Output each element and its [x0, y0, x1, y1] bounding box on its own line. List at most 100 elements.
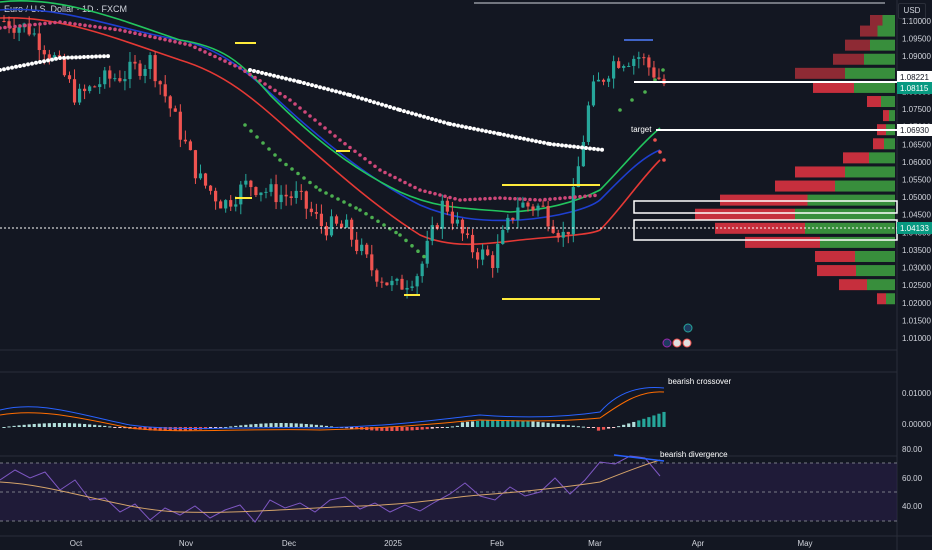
- macd-bar: [415, 427, 419, 431]
- sma-dot: [460, 124, 464, 129]
- macd-bar: [642, 418, 646, 427]
- candle: [647, 54, 651, 76]
- candle-body: [546, 205, 550, 227]
- macd-bar: [516, 420, 520, 427]
- macd-bar: [637, 420, 641, 427]
- candle-body: [148, 55, 152, 69]
- candle: [465, 226, 470, 239]
- sar-dot: [28, 23, 32, 27]
- price-tick-label: 1.10000: [902, 17, 931, 26]
- currency-label[interactable]: USD: [898, 3, 926, 19]
- candle-body: [632, 58, 636, 66]
- candle-body: [62, 57, 67, 76]
- sar-dot: [63, 20, 67, 25]
- price-tick-label: 1.03000: [902, 264, 931, 273]
- ema-blue-line: [0, 8, 661, 222]
- macd-bar: [501, 420, 505, 427]
- sar-dot: [658, 150, 662, 154]
- sar-dot: [228, 61, 232, 66]
- volume-profile-bar-down: [817, 265, 856, 277]
- sar-dot: [23, 23, 27, 28]
- macd-bar: [395, 427, 399, 431]
- candle: [138, 60, 142, 80]
- volume-profile-bar-down: [813, 81, 854, 93]
- sma-dot: [572, 144, 576, 149]
- annotation-bearish-crossover: bearish crossover: [668, 377, 731, 386]
- chart-header[interactable]: Euro / U.S. Dollar · 1D · FXCM: [4, 4, 128, 14]
- macd-bar: [314, 424, 318, 427]
- macd-bar: [390, 427, 394, 431]
- sar-dot: [588, 194, 592, 198]
- candle: [224, 199, 228, 213]
- candle-body: [47, 54, 51, 59]
- sma-dot: [86, 54, 90, 59]
- volume-profile-bar-up: [886, 293, 895, 305]
- sar-dot: [363, 156, 367, 161]
- sar-dot: [314, 185, 318, 189]
- sar-dot: [248, 72, 252, 77]
- macd-bar: [435, 427, 439, 429]
- sar-dot: [308, 180, 312, 185]
- macd-bar: [486, 420, 490, 427]
- sar-dot: [410, 244, 414, 248]
- sma-dot: [14, 64, 18, 69]
- candle-body: [339, 223, 344, 228]
- candle-body: [2, 21, 6, 22]
- sar-dot: [108, 26, 112, 31]
- candle: [581, 135, 585, 167]
- candle-body: [612, 61, 616, 79]
- volume-profile-bar-up: [882, 15, 895, 26]
- sma-dot: [392, 106, 396, 111]
- sar-dot: [103, 26, 107, 30]
- candle: [551, 219, 555, 234]
- sma-dot: [472, 126, 476, 131]
- sar-dot: [423, 189, 427, 194]
- sar-dot: [343, 141, 347, 146]
- candle-body: [304, 191, 308, 209]
- price-tick-label: 1.03500: [902, 246, 931, 255]
- rsi-axis: 80.00 60.00 40.00: [902, 445, 923, 511]
- volume-profile-bar-down: [873, 138, 884, 150]
- volume-profile-bar-down: [877, 293, 886, 305]
- candle: [435, 222, 439, 231]
- candle: [516, 197, 520, 229]
- sar-dot: [398, 178, 402, 182]
- macd-bar: [475, 420, 480, 427]
- macd-bar: [98, 425, 102, 427]
- price-tick-label: 1.09500: [902, 35, 931, 44]
- sar-dot: [113, 27, 117, 32]
- volume-profile-bar-down: [867, 96, 881, 108]
- volume-profile-bar-up: [869, 152, 895, 164]
- sar-dot: [498, 196, 502, 200]
- sma-dot: [580, 145, 584, 150]
- ema-green-line: [0, 0, 661, 213]
- candle: [561, 221, 565, 247]
- sar-dot: [653, 78, 657, 82]
- price-label-text: 1.08221: [900, 73, 929, 82]
- sma-dot: [506, 133, 510, 138]
- sma-dot: [552, 142, 556, 147]
- candle: [259, 192, 263, 202]
- macd-bar: [42, 423, 46, 427]
- candle-body: [319, 213, 324, 227]
- macd-bar: [344, 427, 349, 429]
- sar-dot: [662, 158, 666, 162]
- candle-body: [541, 205, 545, 207]
- rsi-tick-label: 60.00: [902, 474, 923, 483]
- sma-dot: [314, 84, 318, 89]
- macd-bar: [77, 423, 82, 427]
- candle: [183, 130, 187, 144]
- candle-body: [309, 208, 313, 213]
- macd-bar: [264, 423, 268, 427]
- candle: [571, 178, 575, 243]
- sar-dot: [661, 68, 665, 72]
- sar-dot: [583, 194, 587, 199]
- sar-dot: [376, 219, 380, 224]
- sma-dot: [576, 145, 580, 150]
- sma-dot: [54, 56, 58, 61]
- macd-bar: [113, 427, 117, 428]
- macd-pane: [2, 411, 666, 431]
- candle-body: [355, 239, 359, 252]
- candle-body: [450, 211, 454, 224]
